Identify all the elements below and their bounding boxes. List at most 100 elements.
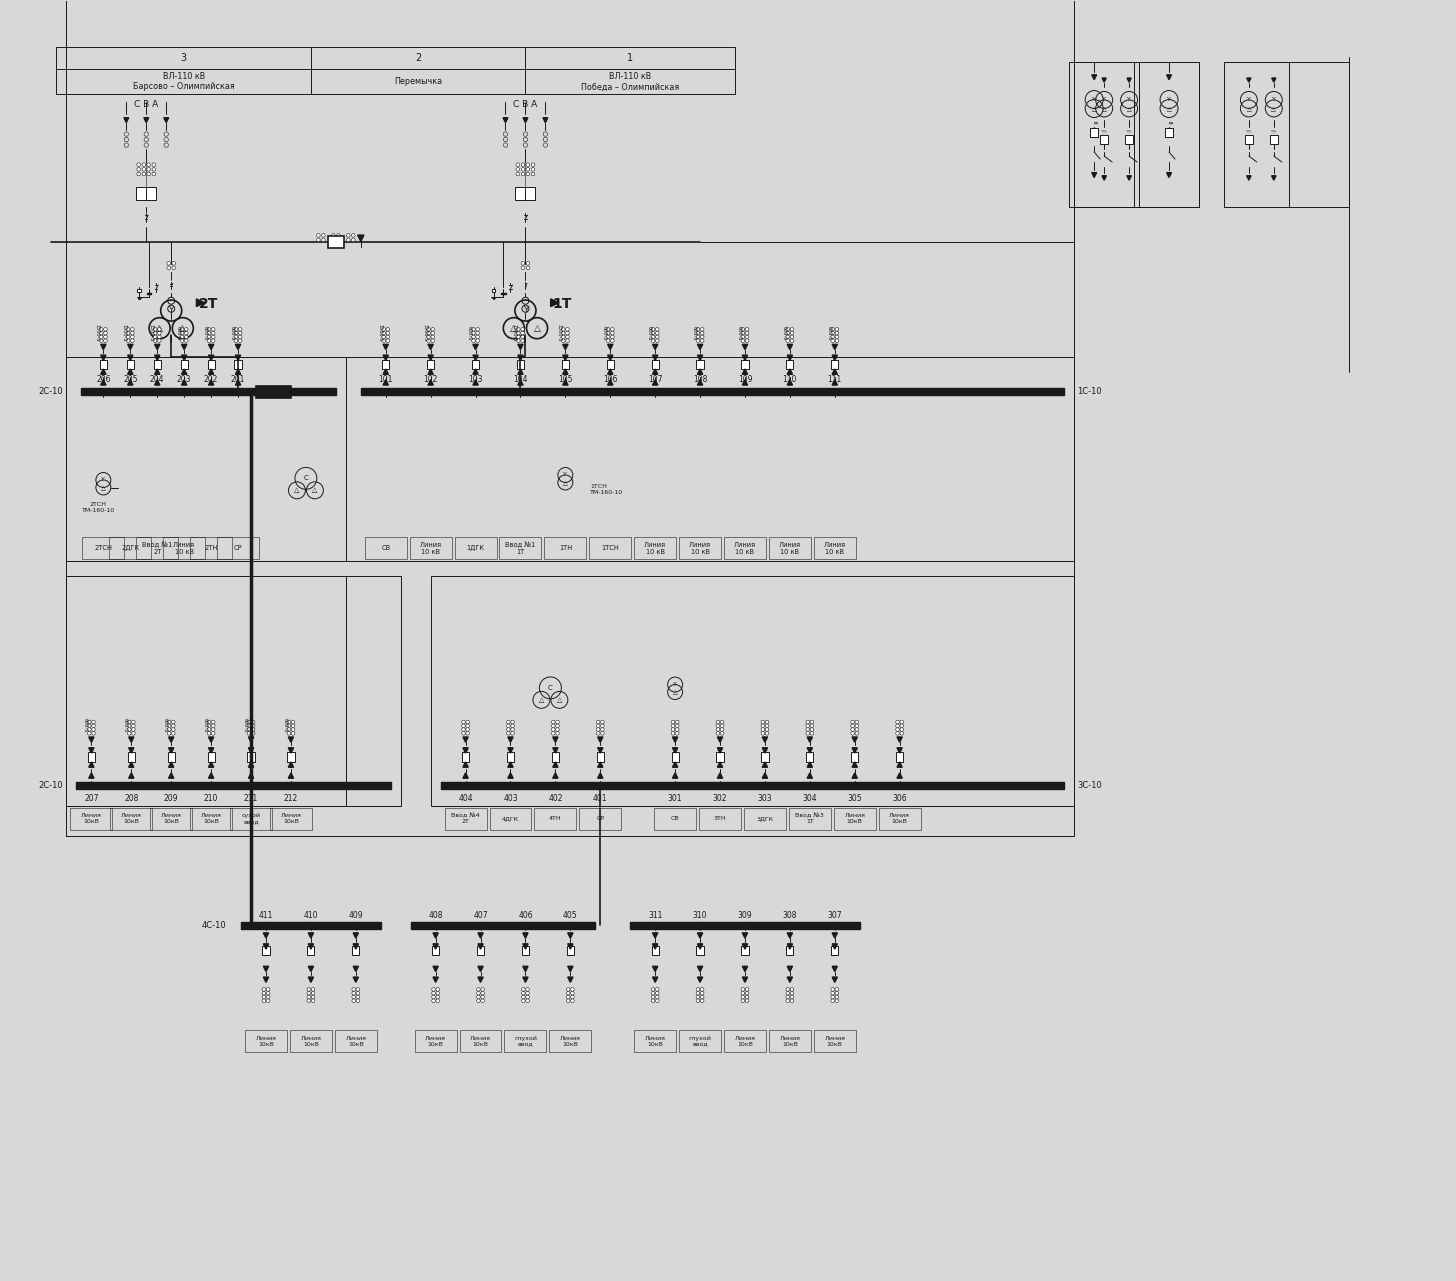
Circle shape bbox=[517, 336, 520, 338]
Circle shape bbox=[526, 266, 530, 269]
Circle shape bbox=[127, 328, 130, 330]
Circle shape bbox=[151, 168, 156, 172]
Polygon shape bbox=[523, 977, 529, 983]
Circle shape bbox=[131, 720, 135, 724]
Text: 2: 2 bbox=[415, 54, 421, 63]
Circle shape bbox=[157, 339, 162, 342]
Polygon shape bbox=[743, 369, 747, 374]
Text: 600-S: 600-S bbox=[176, 325, 181, 339]
Bar bbox=[335, 1030, 377, 1052]
Polygon shape bbox=[788, 379, 792, 386]
Bar bbox=[1245, 135, 1252, 143]
Circle shape bbox=[810, 728, 814, 731]
Circle shape bbox=[262, 991, 265, 995]
Polygon shape bbox=[788, 977, 792, 983]
Text: С: С bbox=[303, 475, 309, 482]
Circle shape bbox=[831, 988, 834, 991]
Circle shape bbox=[597, 728, 600, 731]
Bar bbox=[789, 807, 831, 830]
Circle shape bbox=[252, 724, 255, 728]
Circle shape bbox=[234, 332, 237, 334]
Circle shape bbox=[476, 991, 480, 995]
Circle shape bbox=[807, 783, 812, 789]
Polygon shape bbox=[288, 748, 294, 753]
Bar bbox=[460, 1030, 501, 1052]
Circle shape bbox=[517, 339, 520, 342]
Circle shape bbox=[172, 261, 176, 265]
Circle shape bbox=[357, 991, 360, 995]
Text: 212: 212 bbox=[284, 794, 298, 803]
Polygon shape bbox=[523, 933, 529, 938]
Bar bbox=[831, 360, 839, 369]
Circle shape bbox=[211, 336, 215, 338]
Circle shape bbox=[741, 995, 744, 999]
Circle shape bbox=[761, 720, 764, 724]
Circle shape bbox=[381, 336, 386, 338]
Text: △: △ bbox=[1246, 106, 1251, 111]
Polygon shape bbox=[169, 772, 173, 779]
Text: 1: 1 bbox=[628, 54, 633, 63]
Circle shape bbox=[521, 988, 526, 991]
Bar bbox=[431, 576, 1075, 806]
Bar bbox=[1101, 135, 1108, 143]
Polygon shape bbox=[697, 355, 703, 360]
Circle shape bbox=[511, 720, 514, 724]
Text: △: △ bbox=[294, 487, 300, 493]
Text: Линия
10кВ: Линия 10кВ bbox=[300, 1036, 322, 1047]
Circle shape bbox=[836, 995, 839, 999]
Circle shape bbox=[167, 731, 170, 735]
Circle shape bbox=[157, 332, 162, 334]
Bar bbox=[462, 752, 469, 762]
Circle shape bbox=[167, 728, 170, 731]
Text: Y: Y bbox=[169, 306, 173, 315]
Polygon shape bbox=[897, 772, 903, 779]
Polygon shape bbox=[607, 369, 613, 374]
Circle shape bbox=[312, 991, 314, 995]
Circle shape bbox=[480, 991, 485, 995]
Circle shape bbox=[262, 995, 265, 999]
Polygon shape bbox=[697, 345, 703, 350]
Circle shape bbox=[262, 988, 265, 991]
Circle shape bbox=[900, 720, 904, 724]
Bar bbox=[741, 360, 748, 369]
Polygon shape bbox=[597, 737, 603, 742]
Circle shape bbox=[831, 388, 837, 395]
Polygon shape bbox=[743, 966, 747, 971]
Circle shape bbox=[431, 339, 434, 342]
Polygon shape bbox=[652, 944, 658, 949]
Circle shape bbox=[696, 988, 700, 991]
Circle shape bbox=[137, 172, 140, 175]
Text: Перемычка: Перемычка bbox=[395, 77, 443, 86]
Bar bbox=[517, 360, 524, 369]
Text: 108: 108 bbox=[693, 375, 708, 384]
Polygon shape bbox=[763, 737, 767, 742]
Bar bbox=[741, 945, 748, 956]
Bar bbox=[415, 1030, 457, 1052]
Polygon shape bbox=[428, 355, 434, 360]
Text: 210: 210 bbox=[204, 794, 218, 803]
Polygon shape bbox=[463, 748, 469, 753]
Circle shape bbox=[743, 922, 748, 929]
Bar bbox=[472, 360, 479, 369]
Circle shape bbox=[556, 724, 559, 728]
Circle shape bbox=[435, 999, 440, 1003]
Circle shape bbox=[181, 332, 183, 334]
Bar bbox=[521, 945, 529, 956]
Bar bbox=[290, 1030, 332, 1052]
Polygon shape bbox=[562, 355, 568, 360]
Polygon shape bbox=[673, 737, 678, 742]
Bar bbox=[489, 807, 531, 830]
Polygon shape bbox=[128, 379, 132, 386]
Circle shape bbox=[562, 339, 565, 342]
Circle shape bbox=[597, 724, 600, 728]
Text: Y: Y bbox=[1273, 97, 1275, 102]
Circle shape bbox=[745, 999, 748, 1003]
Circle shape bbox=[316, 233, 320, 237]
Circle shape bbox=[526, 163, 530, 167]
Polygon shape bbox=[236, 379, 240, 386]
Circle shape bbox=[696, 991, 700, 995]
Circle shape bbox=[531, 163, 534, 167]
Polygon shape bbox=[249, 737, 253, 742]
Bar bbox=[562, 360, 569, 369]
Circle shape bbox=[810, 724, 814, 728]
